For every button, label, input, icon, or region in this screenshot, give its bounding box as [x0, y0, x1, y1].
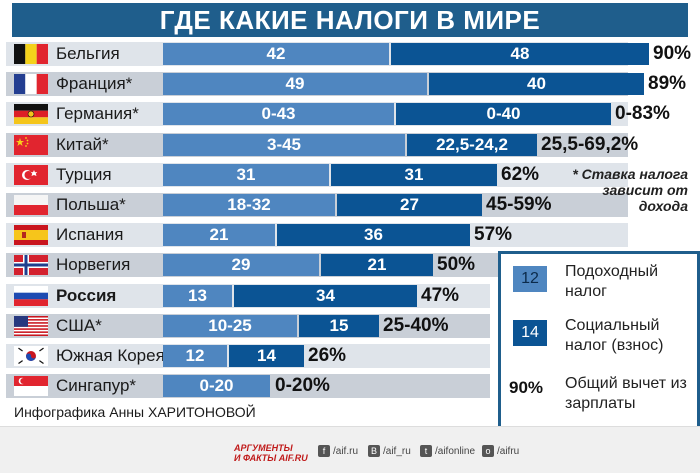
norway-flag — [14, 255, 48, 275]
country-label: Китай* — [56, 135, 109, 154]
spain-flag — [14, 225, 48, 245]
total-deduction-label: 47% — [421, 285, 460, 306]
social-link[interactable]: B/aif_ru — [368, 444, 411, 460]
table-row: Польша* 18-32 27 45-59% — [0, 192, 700, 218]
russia-flag — [14, 286, 48, 306]
south-korea-flag — [14, 346, 48, 366]
credit-line: Инфографика Анны ХАРИТОНОВОЙ — [14, 404, 256, 420]
singapore-flag — [14, 376, 48, 396]
social-tax-bar: 40 — [429, 73, 644, 95]
total-deduction-label: 26% — [308, 345, 347, 366]
country-label: Южная Корея — [56, 346, 165, 365]
belgium-flag — [14, 44, 48, 64]
poland-flag — [14, 195, 48, 215]
legend-income-text: Подоходный налог — [565, 263, 659, 300]
income-tax-bar: 49 — [163, 73, 427, 95]
income-tax-bar: 12 — [163, 345, 227, 367]
social-tax-bar: 15 — [299, 315, 379, 337]
legend-social-swatch: 14 — [513, 320, 547, 346]
table-row: Сингапур* 0-20 0-20% — [0, 373, 700, 399]
table-row: Германия* 0-43 0-40 0-83% — [0, 101, 700, 127]
table-row: Испания 21 36 57% — [0, 222, 700, 248]
social-tax-bar: 34 — [234, 285, 417, 307]
income-tax-bar: 18-32 — [163, 194, 335, 216]
social-icon: f — [318, 445, 330, 458]
footer: АРГУМЕНТЫ И ФАКТЫ AIF.RU f/aif.ru B/aif_r… — [0, 426, 700, 473]
social-tax-bar: 21 — [321, 254, 433, 276]
turkey-flag — [14, 165, 48, 185]
social-tax-bar: 36 — [277, 224, 470, 246]
social-tax-bar: 31 — [331, 164, 497, 186]
page-title: ГДЕ КАКИЕ НАЛОГИ В МИРЕ — [159, 5, 541, 35]
social-tax-bar: 27 — [337, 194, 482, 216]
total-deduction-label: 89% — [648, 73, 687, 94]
total-deduction-label: 57% — [474, 224, 513, 245]
total-deduction-label: 0-83% — [615, 103, 670, 124]
country-label: Норвегия — [56, 255, 131, 274]
social-icon: t — [420, 445, 432, 458]
table-row: Южная Корея 12 14 26% — [0, 343, 700, 369]
germany-flag — [14, 104, 48, 124]
legend-total-value: 90% — [509, 378, 544, 397]
table-row: Россия 13 34 47% — [0, 283, 700, 309]
country-label: Сингапур* — [56, 376, 137, 395]
social-link[interactable]: f/aif.ru — [318, 444, 358, 460]
income-tax-bar: 10-25 — [163, 315, 297, 337]
social-handle: /aif.ru — [333, 446, 359, 457]
country-label: Испания — [56, 225, 124, 244]
footnote: * Ставка налога зависит от дохода — [572, 166, 688, 214]
income-tax-bar: 29 — [163, 254, 319, 276]
total-deduction-label: 90% — [653, 43, 692, 64]
income-tax-bar: 0-43 — [163, 103, 394, 125]
france-flag — [14, 74, 48, 94]
table-row: Турция 31 31 62% — [0, 162, 700, 188]
total-deduction-label: 45-59% — [486, 194, 552, 215]
social-link[interactable]: o/aifru — [482, 444, 519, 460]
total-deduction-label: 0-20% — [275, 375, 330, 396]
country-label: Россия — [56, 286, 117, 305]
social-tax-bar: 14 — [229, 345, 304, 367]
income-tax-bar: 31 — [163, 164, 329, 186]
income-tax-bar: 3-45 — [163, 134, 405, 156]
legend-income-swatch: 12 — [513, 266, 547, 292]
social-icon: B — [368, 445, 380, 458]
table-row: Китай* 3-45 22,5-24,2 25,5-69,2% — [0, 132, 700, 158]
income-tax-bar: 0-20 — [163, 375, 270, 397]
table-row: США* 10-25 15 25-40% — [0, 313, 700, 339]
social-handle: /aifru — [497, 446, 520, 457]
social-handle: /aifonline — [435, 446, 476, 457]
table-row: Бельгия 42 48 90% — [0, 41, 700, 67]
legend-social-text: Социальный налог (взнос) — [565, 317, 664, 354]
country-label: США* — [56, 316, 102, 335]
social-tax-bar: 22,5-24,2 — [407, 134, 537, 156]
usa-flag — [14, 316, 48, 336]
income-tax-bar: 42 — [163, 43, 389, 65]
country-label: Бельгия — [56, 44, 120, 63]
table-row: Франция* 49 40 89% — [0, 71, 700, 97]
country-label: Германия* — [56, 104, 139, 123]
total-deduction-label: 25,5-69,2% — [541, 134, 639, 155]
social-icon: o — [482, 445, 494, 458]
legend-total-text: Общий вычет из зарплаты — [565, 375, 687, 412]
aif-logo[interactable]: АРГУМЕНТЫ И ФАКТЫ AIF.RU — [234, 443, 308, 463]
social-handle: /aif_ru — [383, 446, 411, 457]
total-deduction-label: 62% — [501, 164, 540, 185]
country-label: Франция* — [56, 74, 133, 93]
social-tax-bar: 48 — [391, 43, 649, 65]
country-label: Польша* — [56, 195, 126, 214]
total-deduction-label: 25-40% — [383, 315, 449, 336]
social-tax-bar: 0-40 — [396, 103, 611, 125]
income-tax-bar: 13 — [163, 285, 232, 307]
income-tax-bar: 21 — [163, 224, 275, 246]
legend: 12 Подоходный налог 14 Социальный налог … — [498, 251, 700, 437]
title-banner: ГДЕ КАКИЕ НАЛОГИ В МИРЕ — [12, 3, 688, 37]
china-flag — [14, 135, 48, 155]
total-deduction-label: 50% — [437, 254, 476, 275]
social-link[interactable]: t/aifonline — [420, 444, 475, 460]
country-label: Турция — [56, 165, 112, 184]
